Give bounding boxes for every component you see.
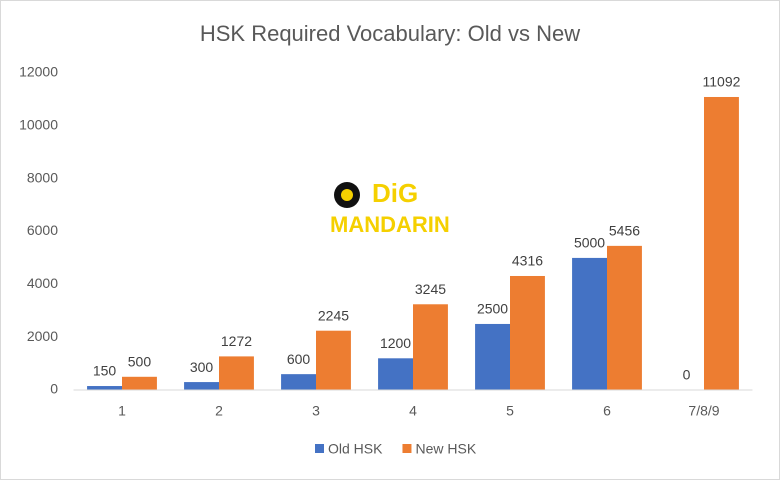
data-label: 3245: [415, 281, 446, 297]
bar: [184, 382, 219, 390]
x-tick-label: 6: [603, 403, 611, 419]
y-tick-label: 4000: [27, 275, 58, 291]
x-tick-label: 4: [409, 403, 417, 419]
bar: [378, 358, 413, 390]
data-label: 0: [683, 367, 691, 383]
data-label: 500: [128, 353, 152, 369]
legend-label: Old HSK: [328, 441, 383, 457]
y-tick-label: 8000: [27, 169, 58, 185]
bar: [281, 374, 316, 390]
x-tick-label: 5: [506, 403, 514, 419]
data-label: 600: [287, 351, 311, 367]
data-label: 2245: [318, 307, 349, 323]
legend-label: New HSK: [415, 441, 476, 457]
legend-swatch: [315, 444, 324, 453]
bar: [219, 356, 254, 390]
data-label: 4316: [512, 253, 543, 269]
data-label: 5456: [609, 223, 640, 239]
data-label: 11092: [703, 74, 741, 90]
bar: [475, 323, 510, 390]
watermark-text: DiG: [372, 178, 418, 208]
x-tick-label: 1: [118, 403, 126, 419]
bar: [122, 376, 157, 390]
data-label: 1272: [221, 333, 252, 349]
data-label: 150: [93, 363, 117, 379]
y-tick-label: 10000: [19, 117, 58, 133]
bar: [87, 386, 122, 390]
data-label: 2500: [477, 301, 508, 317]
watermark-icon-eye: [341, 189, 353, 201]
watermark: DiG MANDARIN: [330, 178, 450, 237]
bar: [704, 96, 739, 391]
bar: [316, 330, 351, 390]
y-tick-label: 12000: [19, 64, 58, 80]
chart-title: HSK Required Vocabulary: Old vs New: [200, 21, 580, 46]
data-label: 5000: [574, 235, 605, 251]
bar: [413, 304, 448, 390]
y-tick-label: 6000: [27, 222, 58, 238]
data-label: 1200: [380, 335, 411, 351]
data-label: 300: [190, 359, 214, 375]
bar: [607, 245, 642, 390]
legend-swatch: [402, 444, 412, 453]
x-tick-label: 2: [215, 403, 223, 419]
watermark-text: MANDARIN: [330, 212, 450, 237]
y-tick-label: 2000: [27, 328, 58, 344]
bar: [572, 257, 607, 390]
y-tick-label: 0: [50, 381, 58, 397]
x-tick-label: 7/8/9: [688, 403, 719, 419]
x-tick-label: 3: [312, 403, 320, 419]
bar: [510, 275, 545, 390]
